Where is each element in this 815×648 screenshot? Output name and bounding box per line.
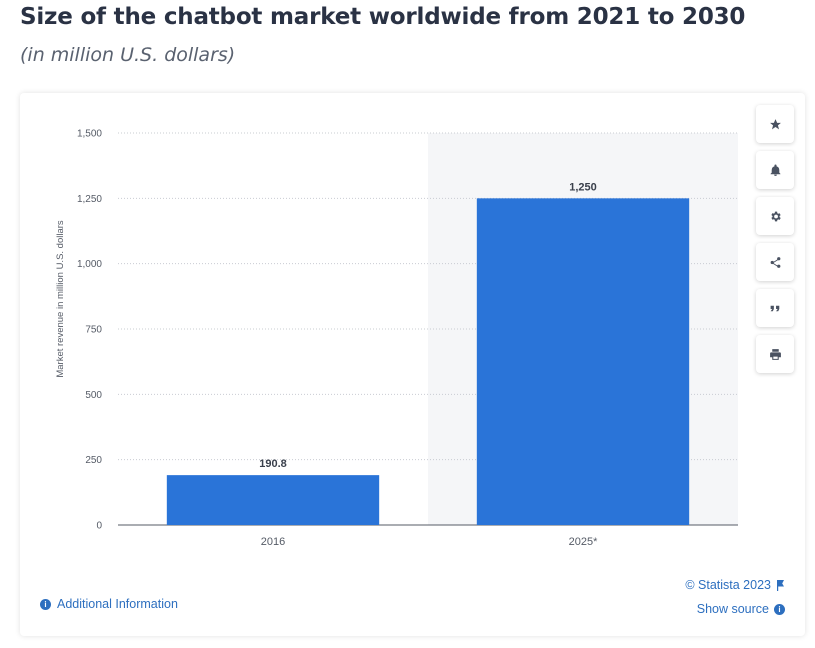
info-icon: i — [40, 598, 51, 610]
data-label: 1,250 — [569, 181, 597, 193]
cite-button[interactable] — [756, 289, 794, 327]
y-tick-label: 1,000 — [77, 259, 102, 270]
share-button[interactable] — [756, 243, 794, 281]
copyright-link[interactable]: © Statista 2023 — [685, 575, 785, 595]
y-tick-label: 750 — [85, 325, 102, 336]
bar — [166, 475, 380, 525]
y-axis-label: Market revenue in million U.S. dollars — [55, 220, 66, 378]
x-tick-label: 2016 — [261, 536, 285, 548]
chart-area: 0 250 500 750 1,000 1,250 1,500 190.8 2016 1,250 2… — [20, 93, 765, 648]
print-button[interactable] — [756, 335, 794, 373]
x-tick-label: 2025* — [569, 536, 598, 548]
chart-card: 0 250 500 750 1,000 1,250 1,500 190.8 2016 1,250 2… — [20, 93, 805, 636]
quote-icon — [770, 305, 779, 311]
share-icon — [770, 256, 780, 268]
page-subtitle: (in million U.S. dollars) — [20, 44, 236, 66]
show-source-label: Show source — [696, 602, 769, 616]
flag-icon — [777, 579, 784, 591]
favorite-button[interactable] — [756, 105, 794, 143]
bar — [476, 198, 690, 525]
info-icon: i — [774, 603, 785, 615]
y-tick-label: 1,500 — [77, 129, 102, 140]
bar-chart: 0 250 500 750 1,000 1,250 1,500 190.8 2016 1,250 2… — [55, 129, 738, 548]
printer-icon — [769, 348, 781, 360]
y-tick-label: 0 — [96, 521, 102, 532]
copyright-text: © Statista 2023 — [685, 578, 771, 592]
y-tick-label: 1,250 — [77, 194, 102, 205]
star-icon — [769, 118, 781, 129]
data-label: 190.8 — [259, 458, 287, 470]
y-tick-label: 250 — [85, 455, 102, 466]
settings-button[interactable] — [756, 197, 794, 235]
alert-button[interactable] — [756, 151, 794, 189]
footer-source: © Statista 2023 Show source i — [685, 575, 785, 619]
show-source-link[interactable]: Show source i — [685, 599, 785, 619]
gear-icon — [770, 211, 781, 221]
additional-info-label: Additional Information — [57, 597, 178, 611]
bell-icon — [770, 164, 780, 176]
additional-info-link[interactable]: i Additional Information — [40, 597, 178, 611]
y-tick-label: 500 — [85, 390, 102, 401]
page-title: Size of the chatbot market worldwide fro… — [20, 4, 746, 30]
